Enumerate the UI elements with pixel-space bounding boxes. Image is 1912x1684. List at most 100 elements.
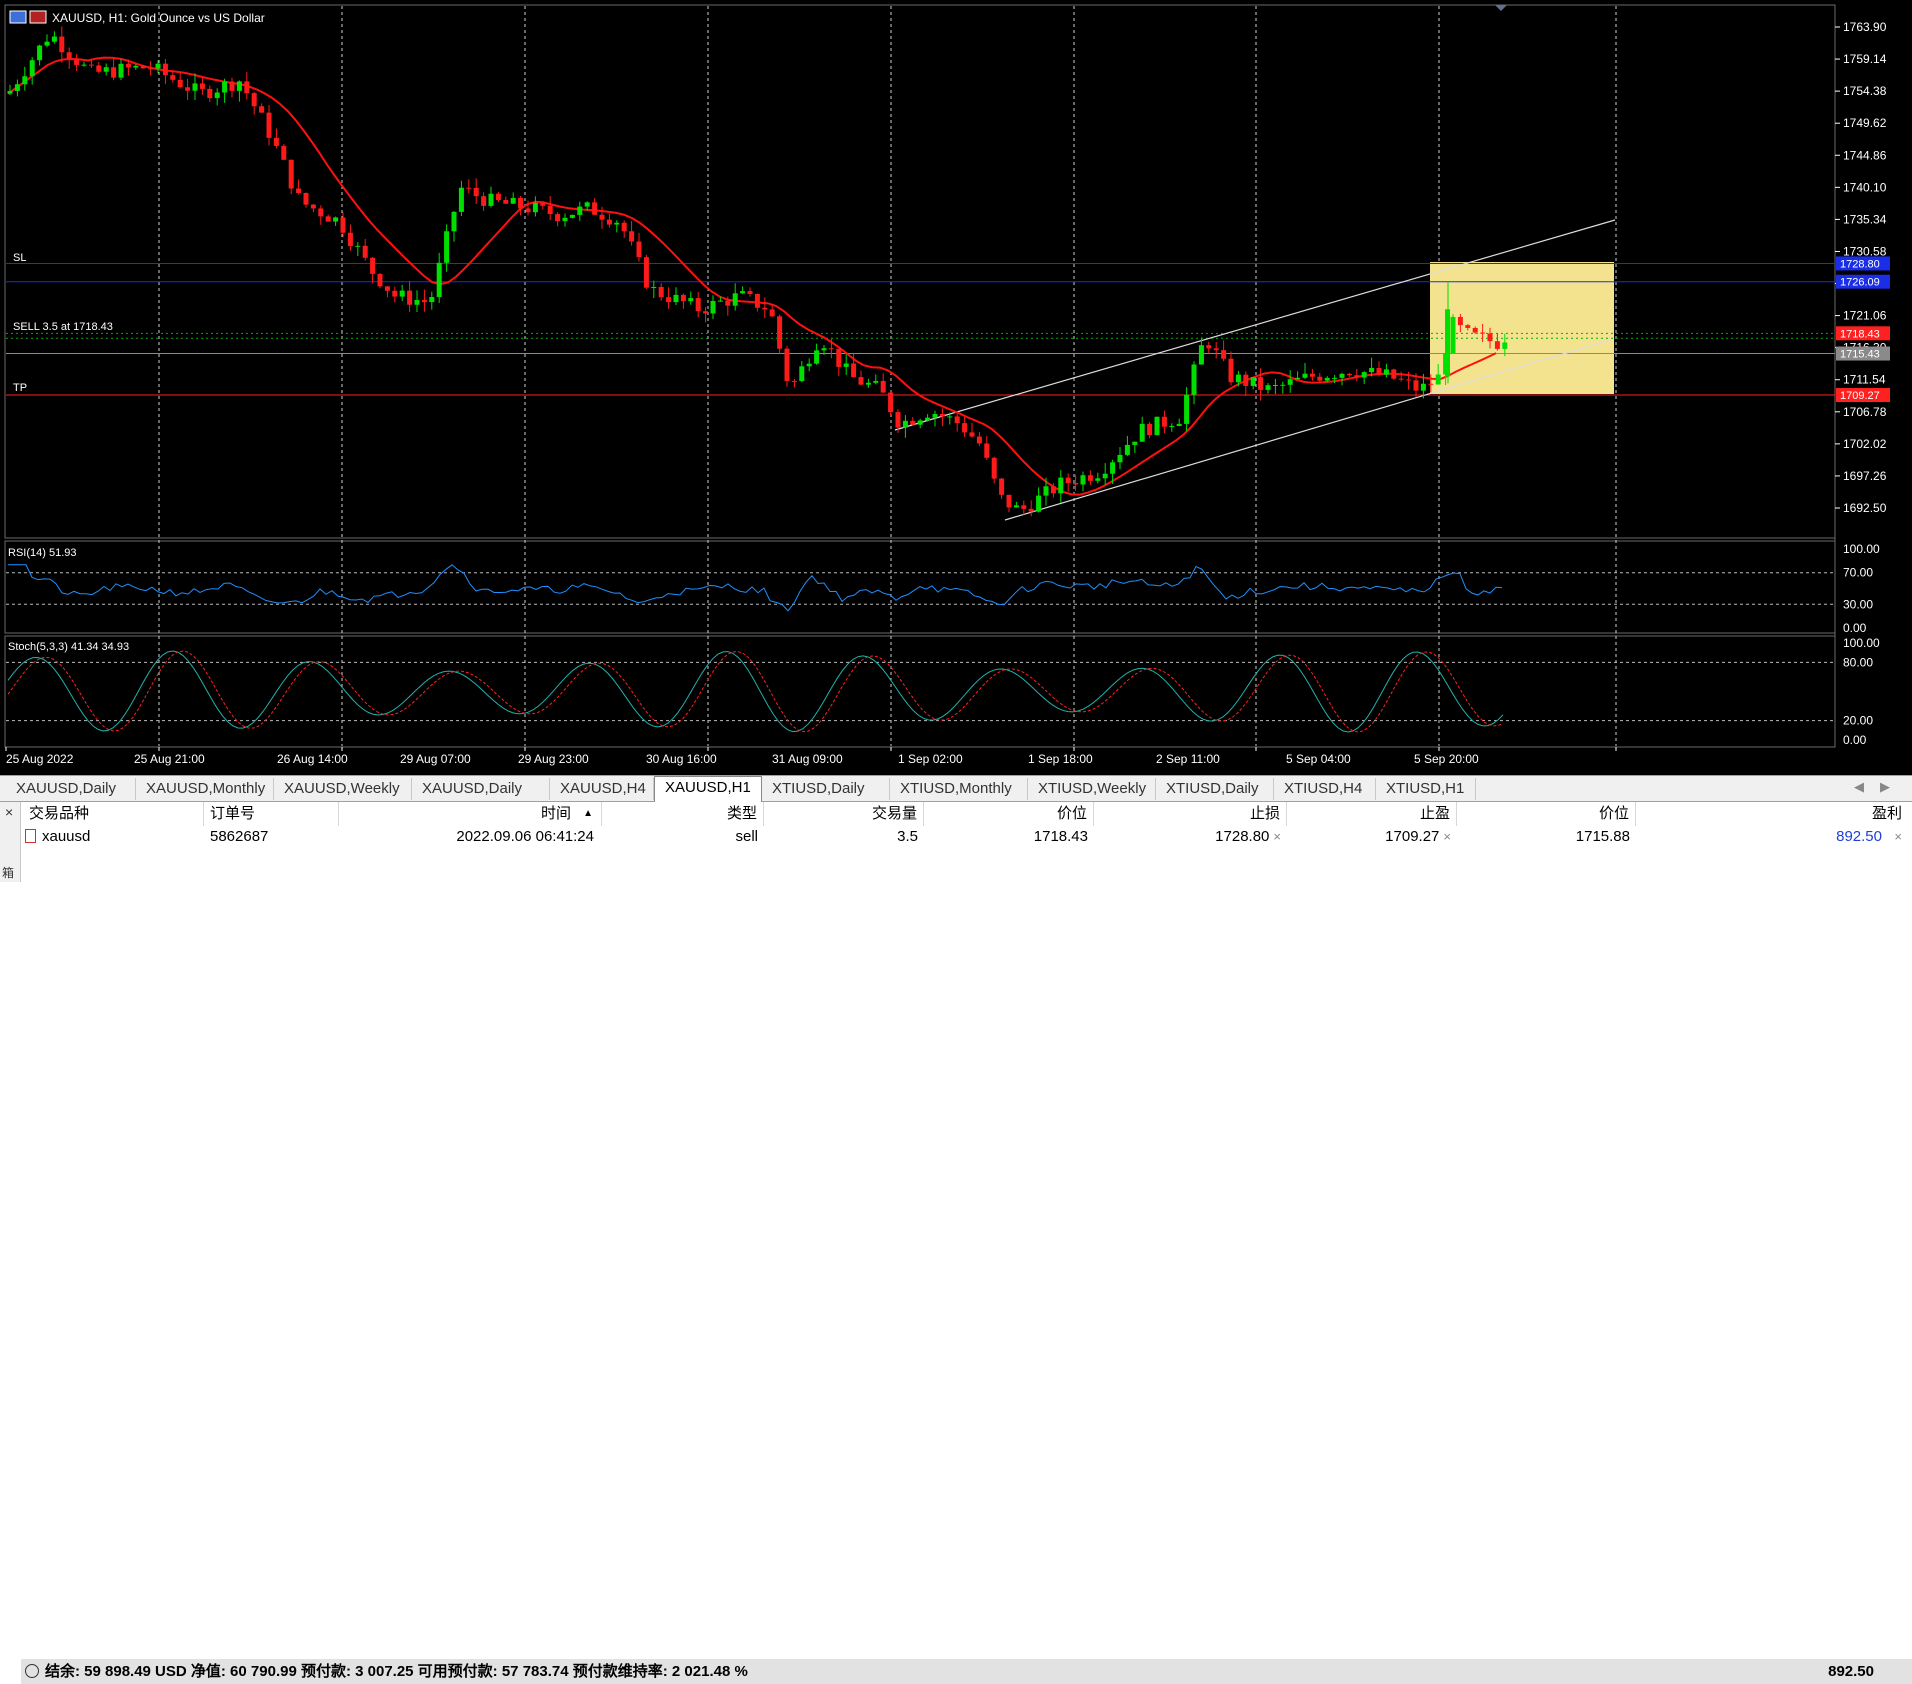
candle-body xyxy=(303,192,309,205)
candle-body xyxy=(1176,423,1182,426)
candle-body xyxy=(888,392,894,413)
trend-channel xyxy=(894,219,1616,521)
col-current-price[interactable]: 价位 xyxy=(1457,802,1636,826)
candle-body xyxy=(740,291,746,294)
tab-scroll-right-icon[interactable]: ▶ xyxy=(1880,779,1890,794)
candle-body xyxy=(1406,379,1412,381)
candle-body xyxy=(103,67,109,72)
tab-xtiusd-h1[interactable]: XTIUSD,H1 xyxy=(1376,778,1476,800)
candle-body xyxy=(451,211,457,232)
sort-ascending-icon[interactable]: ▲ xyxy=(583,808,593,819)
candle-body xyxy=(1265,385,1271,390)
tab-xauusd-h1[interactable]: XAUUSD,H1 xyxy=(654,776,762,802)
candle-body xyxy=(680,294,686,302)
price-tick-label: 1759.14 xyxy=(1843,52,1887,66)
account-summary: 结余: 59 898.49 USD 净值: 60 790.99 预付款: 3 0… xyxy=(21,1659,1912,1684)
rsi-tick-label: 100.00 xyxy=(1843,542,1880,556)
sell-label: SELL 3.5 at 1718.43 xyxy=(13,321,113,333)
candle-body xyxy=(851,363,857,378)
candle-body xyxy=(118,63,124,78)
shift-marker-icon[interactable] xyxy=(1495,5,1507,11)
cell-volume: 3.5 xyxy=(897,828,918,845)
time-tick-label: 29 Aug 07:00 xyxy=(400,752,471,766)
terminal-panel: × 箱 交易品种 订单号 时间 ▲ 类型 交易量 价位 止损 止盈 价位 盈利 x… xyxy=(0,802,1912,1684)
current-price-tag xyxy=(1836,346,1890,361)
close-icon[interactable]: × xyxy=(5,804,14,820)
candle-body xyxy=(806,363,812,367)
ma-fast-line xyxy=(7,56,1497,496)
chart-title: XAUUSD, H1: Gold Ounce vs US Dollar xyxy=(52,11,265,25)
chart-window-icon xyxy=(9,10,27,24)
candle-body xyxy=(562,217,568,222)
candle-body xyxy=(14,84,20,91)
cell-profit-value: 892.50 xyxy=(1836,828,1882,845)
tab-xauusd-daily[interactable]: XAUUSD,Daily xyxy=(6,778,136,800)
tp-price-tag-text: 1709.27 xyxy=(1840,390,1880,402)
price-tick-label: 1763.90 xyxy=(1843,20,1887,34)
candle-body xyxy=(185,87,191,91)
tab-xtiusd-daily[interactable]: XTIUSD,Daily xyxy=(1156,778,1274,800)
stoch-panel-border xyxy=(4,635,1836,748)
candle-body xyxy=(37,45,43,61)
candle-body xyxy=(1258,377,1264,390)
cell-sl[interactable]: 1728.80 × xyxy=(1094,826,1287,848)
col-order[interactable]: 订单号 xyxy=(204,802,339,826)
stoch-tick-label: 100.00 xyxy=(1843,636,1880,650)
tab-xtiusd-h4[interactable]: XTIUSD,H4 xyxy=(1274,778,1376,800)
col-sl[interactable]: 止损 xyxy=(1094,802,1287,826)
remove-sl-icon[interactable]: × xyxy=(1273,829,1281,844)
candle-body xyxy=(658,286,664,298)
cell-profit[interactable]: 892.50 × xyxy=(1636,826,1912,848)
candle-body xyxy=(1487,333,1493,342)
table-row[interactable]: xauusd 5862687 2022.09.06 06:41:24 sell … xyxy=(21,826,1912,848)
chart-window[interactable]: 1763.90 1759.14 1754.38 1749.62 1744.86 1740.… xyxy=(0,0,1912,775)
candle-body xyxy=(799,366,805,382)
candle-body xyxy=(895,412,901,428)
expand-icon[interactable] xyxy=(25,1664,39,1678)
candle-body xyxy=(229,81,235,91)
col-time[interactable]: 时间 ▲ xyxy=(339,802,602,826)
col-tp[interactable]: 止盈 xyxy=(1287,802,1457,826)
rsi-label: RSI(14) 51.93 xyxy=(8,547,76,559)
candle-body xyxy=(777,316,783,349)
candle-body xyxy=(436,262,442,298)
candle-body xyxy=(1228,358,1234,383)
candle-body xyxy=(725,300,731,306)
col-profit[interactable]: 盈利 xyxy=(1871,805,1902,822)
candle-body xyxy=(1013,505,1019,508)
tab-xtiusd-monthly[interactable]: XTIUSD,Monthly xyxy=(890,778,1028,800)
tab-xauusd-weekly[interactable]: XAUUSD,Weekly xyxy=(274,778,412,800)
col-type[interactable]: 类型 xyxy=(602,802,764,826)
remove-tp-icon[interactable]: × xyxy=(1443,829,1451,844)
candle-body xyxy=(1324,377,1330,381)
candle-body xyxy=(880,380,886,393)
candle-body xyxy=(192,83,198,91)
price-tick-label: 1754.38 xyxy=(1843,84,1887,98)
candle-body xyxy=(466,187,472,189)
col-symbol[interactable]: 交易品种 xyxy=(21,802,204,826)
col-volume[interactable]: 交易量 xyxy=(764,802,924,826)
cell-symbol-text: xauusd xyxy=(42,828,91,845)
tab-xauusd-daily[interactable]: XAUUSD,Daily xyxy=(412,778,550,800)
candle-body xyxy=(1154,416,1160,436)
tab-scroll-left-icon[interactable]: ◀ xyxy=(1854,779,1864,794)
chart-type-icon xyxy=(29,10,47,24)
col-price[interactable]: 价位 xyxy=(924,802,1094,826)
candle-body xyxy=(547,205,553,215)
candle-body xyxy=(1502,342,1508,349)
close-position-icon[interactable]: × xyxy=(1894,829,1902,844)
candle-body xyxy=(843,363,849,367)
candle-body xyxy=(111,67,117,78)
tab-xtiusd-daily[interactable]: XTIUSD,Daily xyxy=(762,778,890,800)
tab-xauusd-monthly[interactable]: XAUUSD,Monthly xyxy=(136,778,274,800)
time-tick-label: 5 Sep 04:00 xyxy=(1286,752,1351,766)
candle-body xyxy=(273,137,279,146)
candle-body xyxy=(44,41,50,46)
candle-body xyxy=(1132,441,1138,445)
rsi-indicator xyxy=(6,564,1835,612)
cell-tp[interactable]: 1709.27 × xyxy=(1287,826,1457,848)
candle-body xyxy=(444,231,450,263)
tab-xauusd-h4[interactable]: XAUUSD,H4 xyxy=(550,778,654,800)
tab-xtiusd-weekly[interactable]: XTIUSD,Weekly xyxy=(1028,778,1156,800)
price-chart[interactable]: 1763.90 1759.14 1754.38 1749.62 1744.86 1740.… xyxy=(0,0,1912,775)
